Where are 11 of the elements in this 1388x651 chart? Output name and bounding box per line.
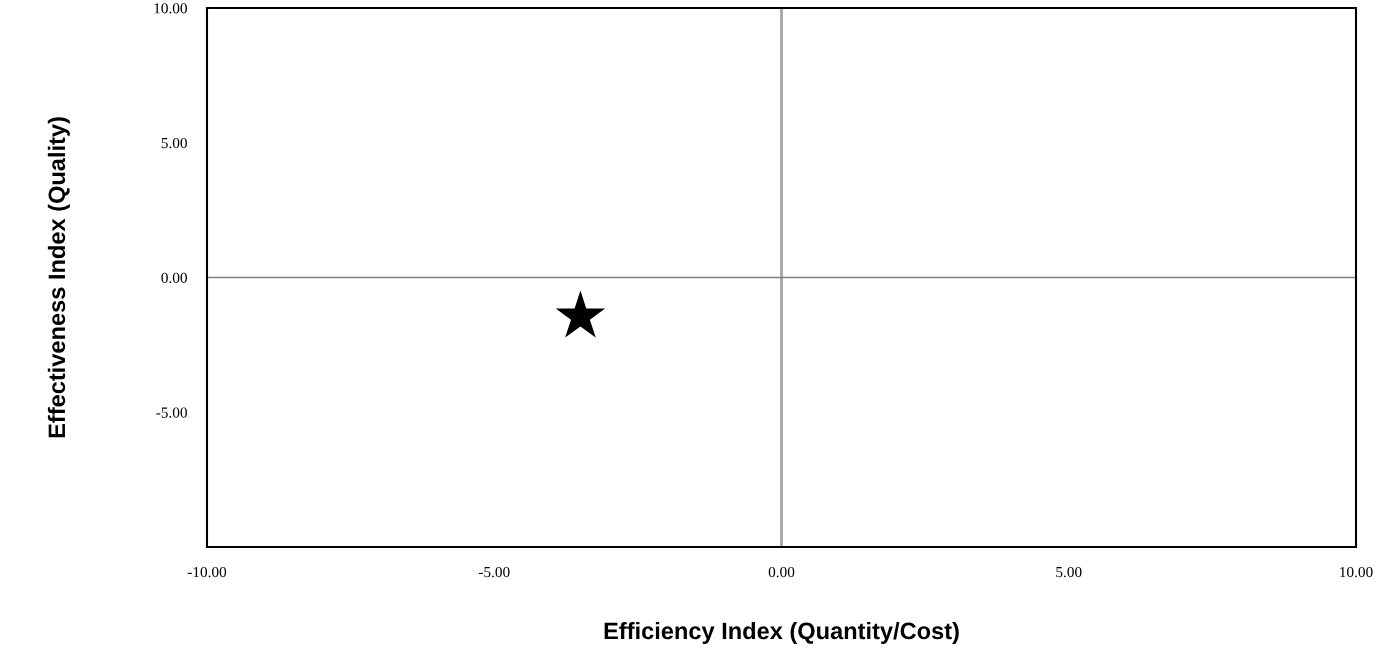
x-tick-label: 5.00 xyxy=(1056,566,1082,578)
y-tick-label: 10.00 xyxy=(154,3,187,14)
x-tick-label: 10.00 xyxy=(1340,566,1373,578)
y-tick-label: -5.00 xyxy=(156,407,187,418)
y-tick-label: 0.00 xyxy=(161,272,187,284)
y-tick-label: 5.00 xyxy=(161,137,187,149)
x-tick-label: -5.00 xyxy=(478,566,510,578)
x-axis-title: Efficiency Index (Quantity/Cost) xyxy=(604,621,959,644)
y-axis-title: Effectiveness Index (Quality) xyxy=(47,117,70,438)
x-tick-label: -10.00 xyxy=(187,566,227,578)
x-tick-label: 0.00 xyxy=(768,566,795,578)
